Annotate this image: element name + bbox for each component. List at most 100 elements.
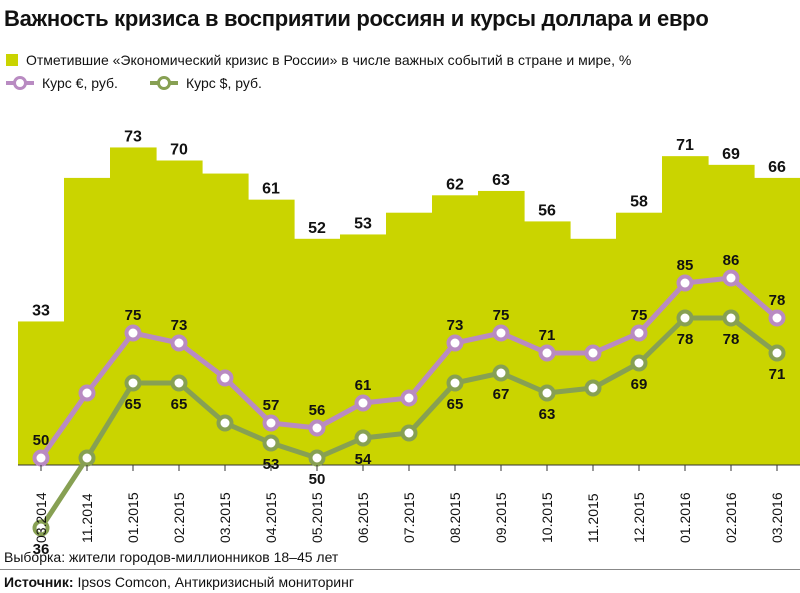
euro-point	[676, 274, 694, 292]
usd-value-label: 63	[539, 406, 556, 423]
euro-value-label: 71	[539, 327, 556, 344]
euro-value-label: 56	[309, 402, 326, 419]
usd-point	[124, 374, 142, 392]
usd-value-label: 78	[723, 331, 740, 348]
bar	[18, 321, 65, 465]
euro-value-label: 61	[355, 377, 372, 394]
source-note: Источник: Ipsos Comcon, Антикризисный мо…	[4, 574, 354, 590]
euro-point	[78, 384, 96, 402]
usd-point	[676, 309, 694, 327]
usd-point	[492, 364, 510, 382]
euro-value-label: 85	[677, 257, 694, 274]
legend-item-bars: Отметившие «Экономический кризис в Росси…	[6, 51, 631, 69]
euro-value-label: 86	[723, 252, 740, 269]
usd-value-label: 65	[447, 396, 464, 413]
legend-item-euro: Курс €, руб.	[6, 74, 118, 92]
usd-point	[584, 379, 602, 397]
bar	[340, 234, 387, 465]
usd-point	[768, 344, 786, 362]
x-tick-label: 02.2016	[723, 492, 739, 543]
x-tick-label: 07.2015	[401, 492, 417, 543]
euro-point	[170, 334, 188, 352]
usd-point	[308, 449, 326, 467]
usd-value-label: 67	[493, 386, 510, 403]
usd-point	[400, 424, 418, 442]
usd-value-label: 53	[263, 456, 280, 473]
usd-value-label: 65	[125, 396, 142, 413]
x-tick-label: 06.2015	[355, 492, 371, 543]
euro-point	[492, 324, 510, 342]
usd-value-label: 71	[769, 366, 786, 383]
x-tick-label: 01.2015	[125, 492, 141, 543]
euro-point	[630, 324, 648, 342]
x-tick-label: 11.2014	[79, 493, 95, 543]
bar-value-label: 73	[124, 128, 142, 145]
usd-point	[722, 309, 740, 327]
euro-value-label: 73	[447, 317, 464, 334]
usd-value-label: 36	[33, 541, 50, 558]
usd-value-label: 65	[171, 396, 188, 413]
euro-value-label: 75	[125, 307, 142, 324]
sample-note: Выборка: жители городов-миллионников 18–…	[4, 549, 339, 565]
x-tick-label: 12.2015	[631, 492, 647, 543]
bar-value-label: 58	[630, 194, 648, 211]
bar	[386, 212, 433, 465]
bar-value-label: 61	[262, 181, 280, 198]
footer-divider	[0, 569, 800, 570]
source-text: Ipsos Comcon, Антикризисный мониторинг	[73, 574, 354, 590]
euro-point	[768, 309, 786, 327]
x-tick-label: 01.2016	[677, 492, 693, 543]
usd-point	[78, 449, 96, 467]
euro-value-label: 78	[769, 292, 786, 309]
legend-swatch-usd	[150, 76, 178, 90]
euro-point	[32, 449, 50, 467]
x-tick-label: 03.2016	[769, 492, 785, 543]
euro-point	[216, 369, 234, 387]
legend-swatch-euro	[6, 76, 34, 90]
bar-value-label: 52	[308, 220, 326, 237]
bar	[156, 160, 203, 465]
x-tick-label: 05.2015	[309, 492, 325, 543]
bar-value-label: 56	[538, 202, 556, 219]
bar	[64, 177, 111, 465]
legend-label-euro: Курс €, руб.	[42, 75, 118, 91]
legend-label-bars: Отметившие «Экономический кризис в Росси…	[26, 52, 632, 68]
bar-value-label: 62	[446, 176, 464, 193]
x-tick-label: 08.2015	[447, 492, 463, 543]
x-tick-label: 02.2015	[171, 492, 187, 543]
euro-point	[722, 269, 740, 287]
bar-value-label: 71	[676, 137, 694, 154]
euro-point	[538, 344, 556, 362]
bar-value-label: 66	[768, 159, 786, 176]
usd-value-label: 69	[631, 376, 648, 393]
usd-value-label: 54	[355, 451, 372, 468]
usd-point	[262, 434, 280, 452]
euro-point	[400, 389, 418, 407]
chart-title: Важность кризиса в восприятии россиян и …	[4, 6, 709, 31]
usd-point	[538, 384, 556, 402]
euro-point	[584, 344, 602, 362]
euro-value-label: 73	[171, 317, 188, 334]
usd-point	[216, 414, 234, 432]
usd-value-label: 50	[309, 471, 326, 488]
source-label: Источник:	[4, 574, 74, 590]
bar	[432, 195, 479, 466]
bar-value-label: 63	[492, 172, 510, 189]
bar-value-label: 69	[722, 146, 740, 163]
usd-point	[630, 354, 648, 372]
bar-value-label: 70	[170, 142, 188, 159]
x-tick-label: 03.2015	[217, 492, 233, 543]
euro-value-label: 75	[631, 307, 648, 324]
x-tick-label: 10.2015	[539, 492, 555, 543]
legend-item-usd: Курс $, руб.	[150, 74, 262, 92]
usd-point	[170, 374, 188, 392]
euro-point	[124, 324, 142, 342]
euro-value-label: 75	[493, 307, 510, 324]
bar-value-label: 33	[32, 302, 50, 319]
legend-swatch-bars	[6, 54, 18, 66]
euro-value-label: 50	[33, 432, 50, 449]
usd-point	[354, 429, 372, 447]
legend-label-usd: Курс $, руб.	[186, 75, 262, 91]
euro-value-label: 57	[263, 397, 280, 414]
